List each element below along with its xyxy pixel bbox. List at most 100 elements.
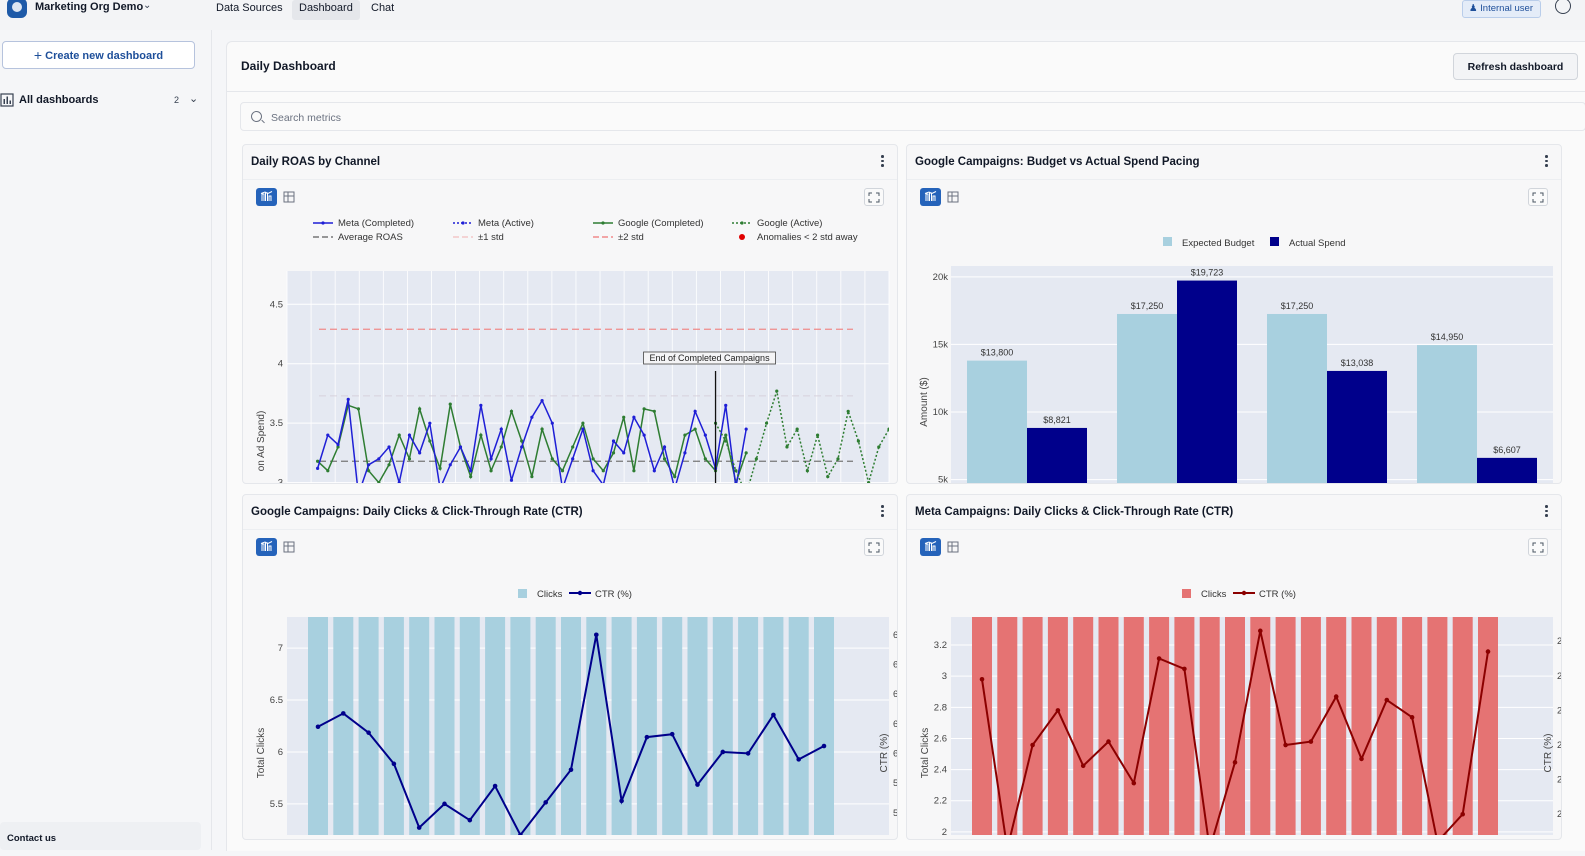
y2-tick-label: 6.6 (893, 659, 898, 670)
more-options-icon[interactable] (1545, 155, 1549, 169)
expand-button[interactable] (1528, 188, 1548, 206)
table-view-toggle[interactable] (280, 188, 298, 206)
all-dashboards-item[interactable]: All dashboards 2 ⌄ (0, 91, 205, 109)
clicks-bar (637, 617, 657, 835)
y-axis-label: on Ad Spend) (256, 411, 267, 472)
user-badge[interactable]: ♟ Internal user (1462, 0, 1541, 18)
chevron-down-icon[interactable]: ⌄ (189, 90, 198, 108)
table-view-toggle[interactable] (944, 188, 962, 206)
ctr-point (1132, 781, 1137, 786)
google-completed-point (581, 422, 584, 425)
chart-icon (920, 538, 941, 556)
chart-view-toggle[interactable] (256, 538, 277, 556)
google-active-point (836, 457, 839, 460)
ctr-point (1385, 698, 1390, 703)
chart-view-toggle[interactable] (920, 538, 941, 556)
google-completed-point (469, 475, 472, 478)
clicks-bar (713, 617, 733, 835)
ctr-point (796, 757, 801, 762)
google-active-point (734, 469, 737, 472)
card-header: Meta Campaigns: Daily Clicks & Click-Thr… (907, 495, 1561, 530)
y-tick-label: 3.2 (934, 640, 947, 651)
y-tick-label: 5k (938, 475, 948, 484)
meta-completed-point (602, 483, 605, 484)
clicks-bar (738, 617, 758, 835)
clicks-bar (1250, 617, 1270, 835)
legend-label: Clicks (1201, 589, 1227, 600)
user-avatar-icon[interactable] (1555, 0, 1571, 14)
bar-chart-icon (0, 93, 14, 107)
nav-dashboard[interactable]: Dashboard (292, 0, 360, 20)
clicks-bar (1377, 617, 1397, 835)
meta-completed-point (449, 463, 452, 466)
meta-completed-point (479, 404, 482, 407)
table-icon (280, 188, 298, 206)
expand-button[interactable] (864, 188, 884, 206)
app-logo-icon[interactable] (7, 0, 27, 18)
clicks-bar (510, 617, 530, 835)
ctr-point (1334, 694, 1339, 699)
legend-label: CTR (%) (595, 589, 632, 600)
google-completed-point (398, 433, 401, 436)
google-completed-point (643, 407, 646, 410)
chart-title: Meta Campaigns: Daily Clicks & Click-Thr… (915, 506, 1233, 518)
google-completed-point (428, 439, 431, 442)
expand-button[interactable] (1528, 538, 1548, 556)
refresh-dashboard-button[interactable]: Refresh dashboard (1453, 53, 1578, 80)
meta-completed-point (643, 433, 646, 436)
google-active-point (847, 410, 850, 413)
clicks-bar (409, 617, 429, 835)
ctr-point (392, 762, 397, 767)
chart-view-toggle[interactable] (920, 188, 941, 206)
y-tick-label: 5.5 (270, 799, 283, 810)
chart-view-toggle[interactable] (256, 188, 277, 206)
meta-completed-point (489, 457, 492, 460)
chevron-down-icon[interactable]: ⌄ (143, 0, 151, 11)
ctr-point (1081, 763, 1086, 768)
actual-spend-bar (1177, 281, 1237, 484)
google-completed-point (438, 467, 441, 470)
table-view-toggle[interactable] (944, 538, 962, 556)
create-dashboard-button[interactable]: + Create new dashboard (2, 41, 195, 69)
meta-completed-point (571, 457, 574, 460)
ctr-point (1410, 715, 1415, 720)
google-active-point (806, 469, 809, 472)
expand-button[interactable] (864, 538, 884, 556)
ctr-point (746, 751, 751, 756)
y2-tick-label: 2.5 (1557, 740, 1562, 751)
y2-tick-label: 2.3 (1557, 809, 1562, 820)
expected-budget-bar (1267, 314, 1327, 484)
org-name[interactable]: Marketing Org Demo (35, 1, 143, 13)
ctr-point (518, 833, 523, 838)
google-completed-point (704, 457, 707, 460)
clicks-bar (586, 617, 606, 835)
contact-us-link[interactable]: Contact us (0, 822, 201, 850)
legend-label: Clicks (537, 589, 563, 600)
meta-completed-point (500, 428, 503, 431)
chart-icon (256, 188, 277, 206)
google-completed-point (326, 469, 329, 472)
google-completed-point (724, 433, 727, 436)
google-completed-point (663, 457, 666, 460)
more-options-icon[interactable] (881, 155, 885, 169)
clicks-bar (1099, 617, 1119, 835)
table-view-toggle[interactable] (280, 538, 298, 556)
nav-chat[interactable]: Chat (364, 0, 401, 20)
more-options-icon[interactable] (1545, 505, 1549, 519)
meta-completed-point (724, 404, 727, 407)
ctr-point (1359, 757, 1364, 762)
clicks-bar (688, 617, 708, 835)
clicks-bar (1352, 617, 1372, 835)
clicks-bar (1276, 617, 1296, 835)
meta-completed-point (408, 433, 411, 436)
search-input[interactable] (269, 108, 873, 128)
meta-completed-point (459, 445, 462, 448)
search-bar[interactable] (240, 102, 1585, 131)
google-active-point (755, 457, 758, 460)
y2-tick-label: 2.4 (1557, 775, 1562, 786)
clicks-bar (1453, 617, 1473, 835)
nav-data-sources[interactable]: Data Sources (209, 0, 290, 20)
more-options-icon[interactable] (881, 505, 885, 519)
